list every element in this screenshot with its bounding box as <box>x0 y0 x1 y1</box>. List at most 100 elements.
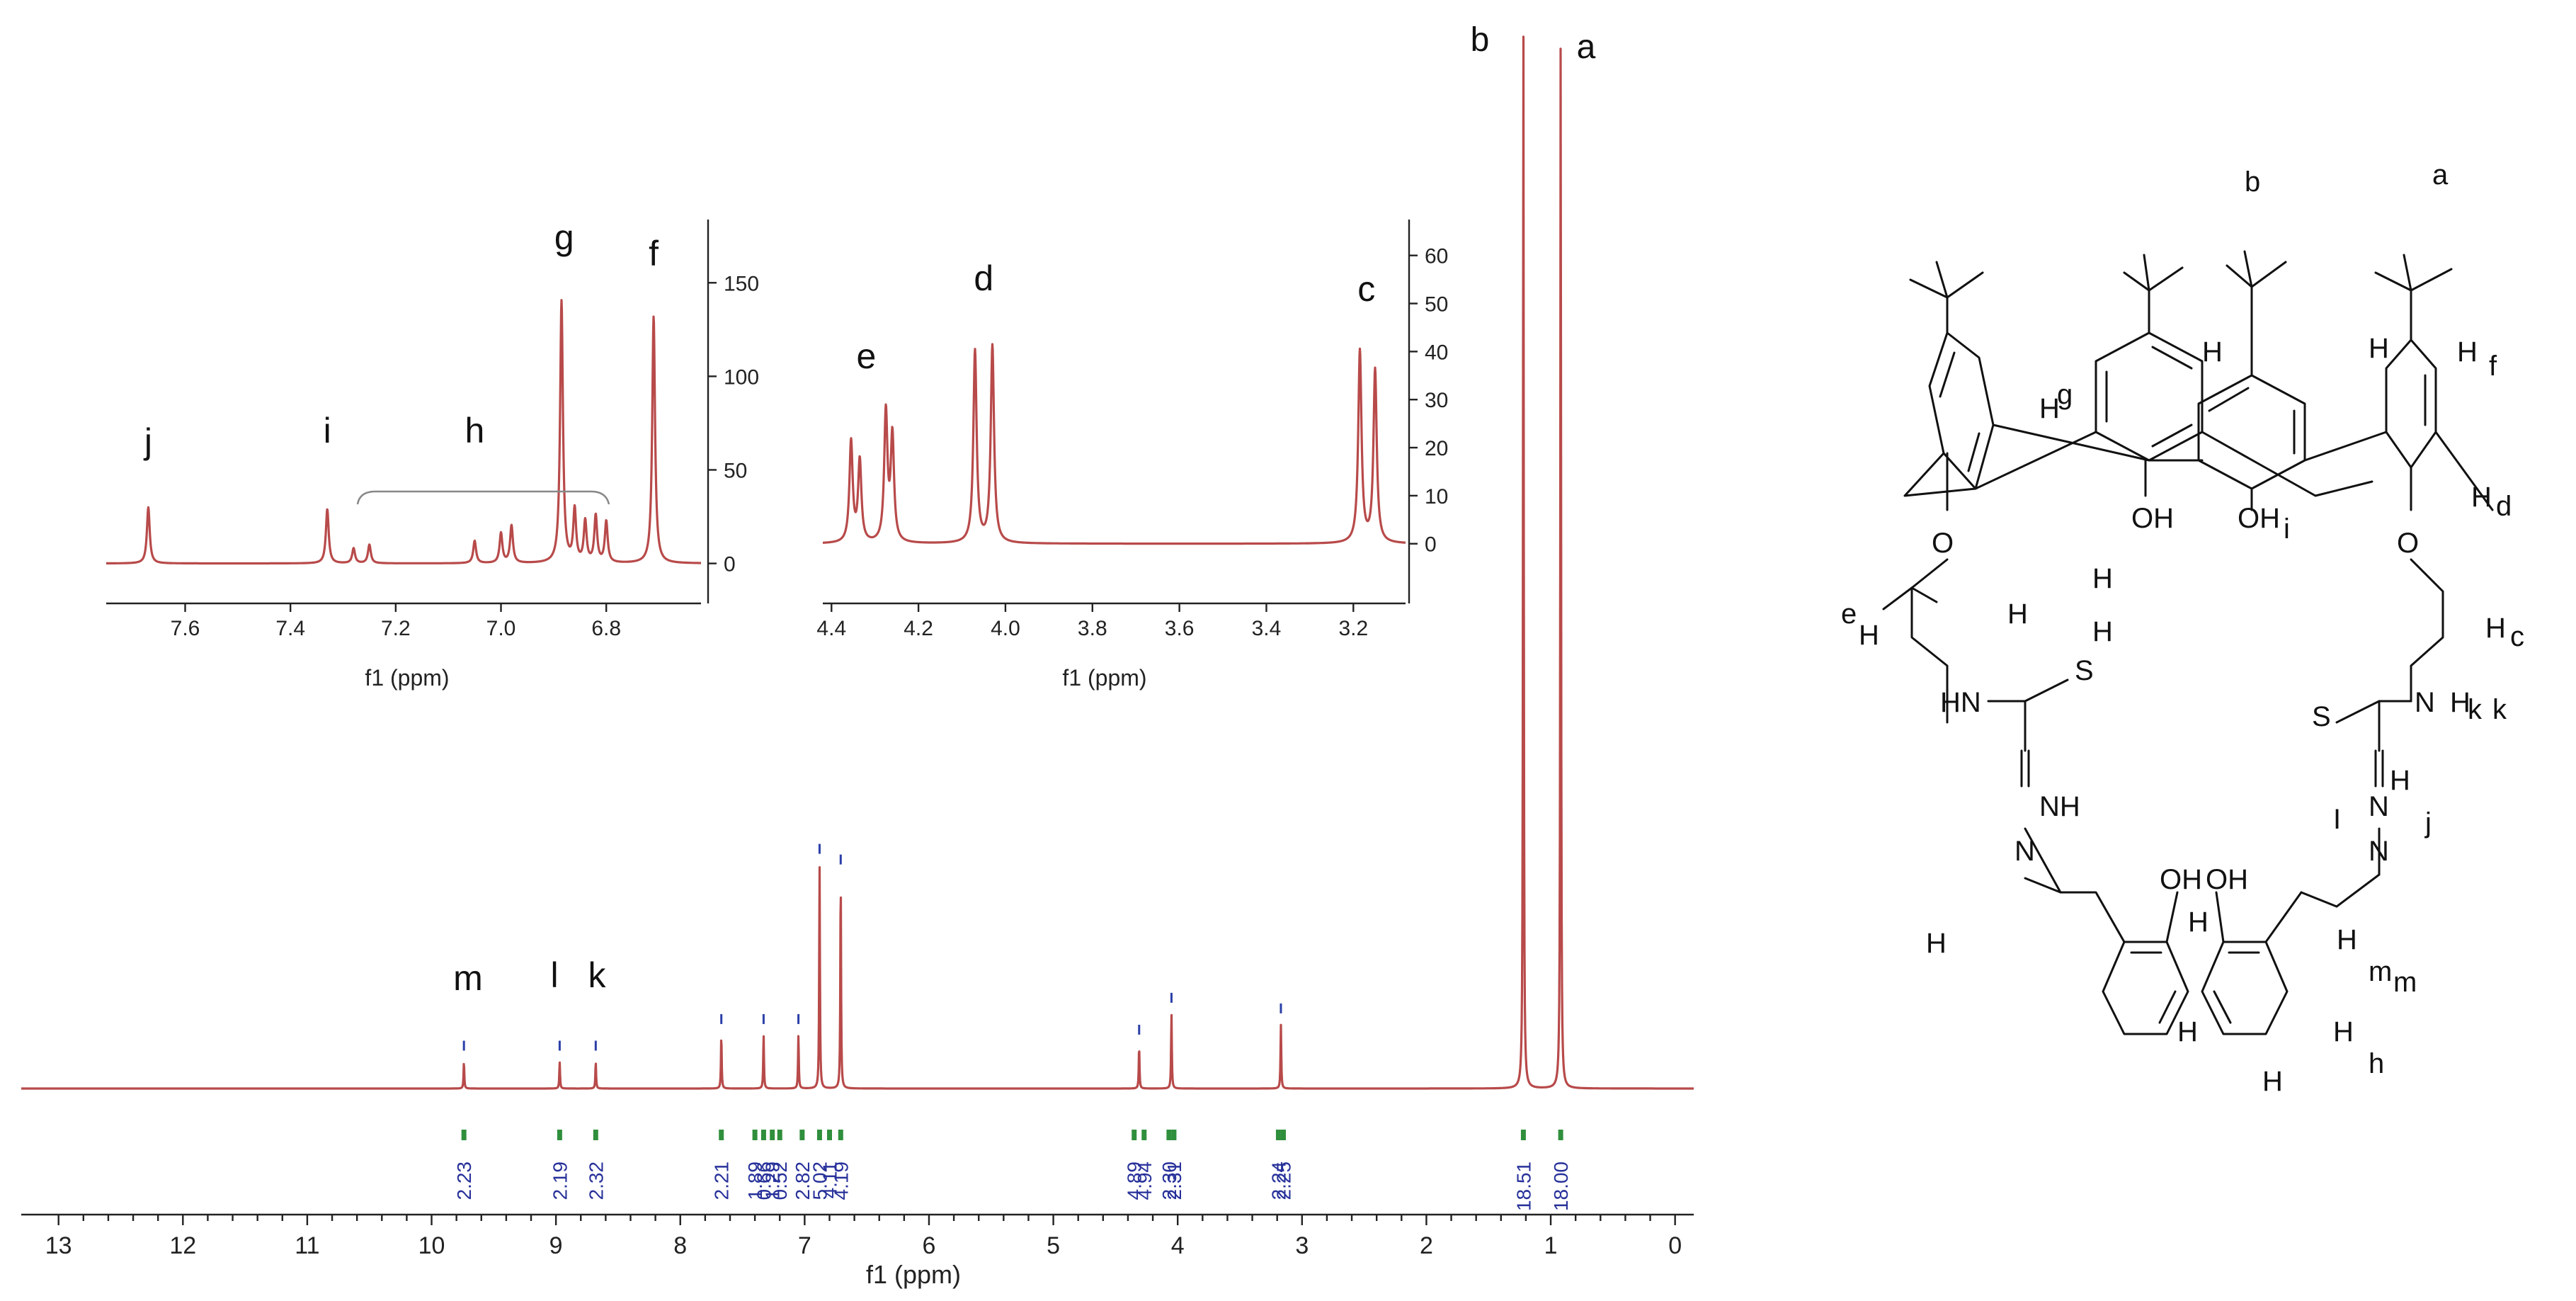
atom-o-right: O <box>2397 528 2419 559</box>
h-ring-f-right: H <box>2457 336 2478 368</box>
h-ring-g-left: H <box>2039 393 2060 424</box>
inset-y-tick-label: 0 <box>1425 533 1437 557</box>
h-ring-f-left: H <box>2369 333 2389 364</box>
main-x-tick-label: 9 <box>549 1232 563 1259</box>
inset-y-tick-label: 0 <box>724 553 736 576</box>
h-cyan-1: H <box>2188 907 2209 938</box>
integral-value: 2.19 <box>549 1161 571 1200</box>
inset-aromatic-x-label: f1 (ppm) <box>365 665 449 691</box>
inset-y-tick-label: 100 <box>724 365 759 389</box>
main-x-tick-label: 3 <box>1295 1232 1309 1259</box>
inset-peak-label: g <box>554 217 574 257</box>
main-x-axis-label: f1 (ppm) <box>866 1260 961 1289</box>
inset-peak-label: h <box>465 411 484 450</box>
peak-label-l: l <box>550 955 558 995</box>
inset-x-tick-label: 3.6 <box>1165 617 1195 640</box>
inset-y-tick-label: 150 <box>724 272 759 295</box>
inset-y-tick-label: 50 <box>724 459 747 482</box>
integral-value: 2.25 <box>1272 1161 1294 1200</box>
h-red-1: H <box>2007 598 2028 630</box>
integral-value: 0.66 <box>753 1161 775 1200</box>
structure-label-I: I <box>2333 804 2341 835</box>
peak-label-k: k <box>588 955 607 995</box>
integral-value: 2.23 <box>453 1161 475 1200</box>
sub-c: c <box>2510 621 2524 652</box>
inset-y-tick-label: 30 <box>1425 389 1448 412</box>
integral-value: 1.89 <box>744 1161 766 1200</box>
inset-x-tick-label: 3.4 <box>1252 617 1282 640</box>
main-integrals: 2.23 2.19 2.32 2.21 1.890.661.290.52 2.825.02… <box>453 1130 1572 1211</box>
integral-value: 18.00 <box>1550 1161 1572 1211</box>
integral-value: 2.24 <box>1267 1161 1289 1200</box>
atom-n-right-mid: N <box>2369 791 2389 822</box>
atom-hn: HN <box>1940 687 1981 718</box>
h-bridge-d: H <box>2471 482 2492 513</box>
structure-label-b: b <box>2245 166 2260 198</box>
inset-y-tick-label: 40 <box>1425 341 1448 364</box>
integral-value: 2.32 <box>585 1161 607 1200</box>
main-x-tick-label: 13 <box>45 1232 72 1259</box>
main-x-tick-label: 10 <box>418 1232 445 1259</box>
h-imine-left: H <box>1926 928 1947 959</box>
integral-value: 4.89 <box>1124 1161 1146 1200</box>
main-x-tick-label: 11 <box>295 1232 319 1259</box>
structure-label-e: e <box>1841 598 1857 630</box>
atom-s-right: S <box>2312 701 2331 732</box>
inset-aliphatic: 4.4 4.2 4.0 3.8 3.6 3.4 3.2 60 50 40 30 20 10 0 f1 (p… <box>816 220 1448 691</box>
atom-oh-left-phenol: OH <box>2160 864 2202 895</box>
inset-peak-label: d <box>974 259 993 298</box>
inset-x-tick-label: 7.4 <box>275 617 305 640</box>
inset-aromatic-labels: j i h g f <box>143 217 659 461</box>
main-spectrum-trace <box>20 35 1695 1090</box>
inset-x-tick-label: 4.2 <box>904 617 933 640</box>
integral-value: 5.02 <box>809 1161 831 1200</box>
main-x-axis: 13 12 11 10 9 8 7 6 5 4 3 2 1 0 <box>21 1213 1694 1259</box>
structure-label-k: k <box>2468 694 2483 725</box>
tert-butyl-groups <box>1909 250 2453 377</box>
h-cyan-3: H <box>2262 1066 2283 1097</box>
inset-peak-label: f <box>649 234 659 273</box>
lower-rim-chains <box>1882 558 2444 1035</box>
inset-x-tick-label: 7.6 <box>171 617 200 640</box>
integral-value: 18.51 <box>1512 1161 1534 1211</box>
atom-oh-2: OH <box>2238 503 2280 534</box>
inset-peak-label: e <box>857 336 877 376</box>
atom-n-right-upper: N <box>2415 687 2435 718</box>
h-red-4: H <box>2092 616 2113 647</box>
sub-m: m <box>2393 967 2417 998</box>
inset-x-tick-label: 4.4 <box>816 617 846 640</box>
integral-value: 2.31 <box>1163 1161 1185 1200</box>
inset-peak-label: c <box>1357 269 1375 309</box>
main-x-tick-label: 1 <box>1544 1232 1558 1259</box>
inset-x-tick-label: 4.0 <box>991 617 1020 640</box>
main-peak-picks <box>462 843 1282 1051</box>
atom-o-left: O <box>1932 528 1954 559</box>
sub-k: k <box>2492 694 2507 725</box>
main-x-tick-label: 12 <box>169 1232 196 1259</box>
sub-d: d <box>2496 491 2512 522</box>
peak-label-m: m <box>453 958 483 998</box>
h-red-3: H <box>1859 620 1879 651</box>
main-x-tick-label: 7 <box>798 1232 811 1259</box>
h-bracket <box>356 490 610 505</box>
peak-label-b: b <box>1471 21 1490 59</box>
inset-x-tick-label: 3.8 <box>1078 617 1107 640</box>
integral-value: 2.82 <box>792 1161 814 1200</box>
main-x-tick-label: 8 <box>673 1232 687 1259</box>
h-cyan-2: H <box>2177 1016 2198 1047</box>
main-spectrum: 13 12 11 10 9 8 7 6 5 4 3 2 1 0 f1 (ppm) 2.23 2.19 2.32… <box>20 21 1695 1289</box>
main-x-tick-label: 6 <box>923 1232 936 1259</box>
inset-x-tick-label: 6.8 <box>591 617 621 640</box>
atom-oh-1: OH <box>2131 503 2174 534</box>
inset-peak-label: j <box>143 421 152 461</box>
inset-x-tick-label: 3.2 <box>1338 617 1368 640</box>
integral-value: 4.19 <box>830 1161 852 1200</box>
structure-label-a: a <box>2432 159 2449 191</box>
atom-oh-right-phenol: OH <box>2206 864 2248 895</box>
inset-y-tick-label: 60 <box>1425 245 1448 268</box>
h-bridge-c: H <box>2485 613 2506 644</box>
structure-label-m: m <box>2369 956 2392 987</box>
inset-y-tick-label: 10 <box>1425 485 1448 509</box>
inset-y-tick-label: 20 <box>1425 437 1448 460</box>
